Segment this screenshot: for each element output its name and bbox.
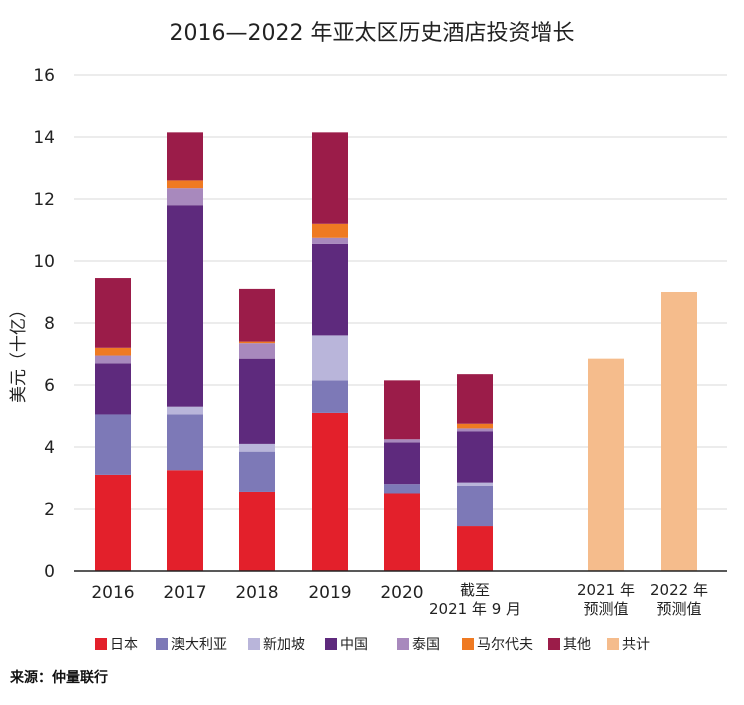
bar-segment (312, 132, 348, 224)
y-tick-label: 6 (44, 376, 55, 396)
bar-segment (384, 439, 420, 443)
bar-segment (95, 355, 131, 364)
bar-segment (167, 470, 203, 571)
x-tick-label: 2022 年 (650, 581, 708, 599)
bar-segment (167, 188, 203, 206)
legend-swatch (397, 638, 409, 650)
x-tick-label: 2019 (308, 583, 351, 603)
source-note: 来源：仲量联行 (9, 669, 108, 686)
x-tick-label: 2017 (163, 583, 206, 603)
bar-segment (239, 451, 275, 492)
y-axis-label: 美元（十亿） (9, 301, 29, 403)
legend-label: 泰国 (412, 637, 440, 653)
bar-segment (95, 347, 131, 356)
y-tick-label: 8 (44, 314, 55, 334)
legend-label: 马尔代夫 (477, 637, 533, 653)
y-tick-label: 14 (33, 128, 55, 148)
bar-segment (239, 341, 275, 344)
chart-title: 2016—2022 年亚太区历史酒店投资增长 (170, 21, 575, 46)
bar-segment (95, 363, 131, 415)
legend-swatch (156, 638, 168, 650)
x-tick-label: 2016 (91, 583, 134, 603)
y-tick-label: 10 (33, 252, 55, 272)
legend-swatch (462, 638, 474, 650)
x-tick-label: 2020 (380, 583, 423, 603)
y-tick-label: 0 (44, 562, 55, 582)
legend-label: 日本 (110, 637, 138, 653)
y-tick-label: 2 (44, 500, 55, 520)
bar-segment (239, 358, 275, 444)
bar-segment (457, 482, 493, 486)
bars (95, 132, 697, 571)
legend-label: 新加坡 (263, 637, 305, 653)
bar-segment (95, 414, 131, 475)
legend-label: 澳大利亚 (171, 637, 227, 653)
legend-swatch (548, 638, 560, 650)
bar-segment (95, 278, 131, 348)
y-tick-label: 12 (33, 190, 55, 210)
legend-swatch (325, 638, 337, 650)
bar-segment (312, 223, 348, 238)
legend-label: 共计 (622, 637, 650, 653)
legend-swatch (607, 638, 619, 650)
bar-segment (312, 380, 348, 413)
legend-swatch (248, 638, 260, 650)
bar-segment (384, 484, 420, 494)
bar-segment (457, 423, 493, 429)
bar-segment (384, 380, 420, 440)
bar-segment (312, 412, 348, 571)
legend-label: 其他 (563, 637, 591, 653)
bar-segment (239, 491, 275, 571)
legend-label: 中国 (340, 637, 368, 653)
bar-segment (167, 414, 203, 471)
bar-segment (312, 243, 348, 336)
bar-segment (239, 288, 275, 342)
bar-segment (167, 180, 203, 189)
bar-segment (457, 526, 493, 571)
bar-segment (167, 132, 203, 181)
x-tick-label: 预测值 (656, 600, 701, 618)
x-tick-label: 截至 (460, 581, 490, 599)
x-tick-label: 2021 年 9 月 (429, 600, 521, 618)
bar-segment (167, 406, 203, 415)
y-tick-label: 4 (44, 438, 55, 458)
bar-segment (661, 292, 697, 571)
legend-swatch (95, 638, 107, 650)
bar-segment (457, 428, 493, 432)
bar-segment (384, 442, 420, 485)
x-tick-label: 2018 (235, 583, 278, 603)
bar-segment (384, 493, 420, 571)
bar-segment (239, 443, 275, 452)
bar-segment (588, 358, 624, 571)
x-tick-label: 预测值 (583, 600, 628, 618)
bar-segment (167, 205, 203, 407)
bar-segment (312, 335, 348, 381)
bar-segment (457, 485, 493, 527)
bar-segment (457, 431, 493, 483)
bar-segment (457, 374, 493, 424)
bar-segment (239, 343, 275, 359)
bar-segment (95, 474, 131, 571)
bar-segment (312, 237, 348, 244)
y-tick-label: 16 (33, 66, 55, 86)
legend: 日本 澳大利亚 新加坡 中国 泰国 马尔代夫 其他 共计 (95, 637, 650, 653)
x-tick-label: 2021 年 (577, 581, 635, 599)
